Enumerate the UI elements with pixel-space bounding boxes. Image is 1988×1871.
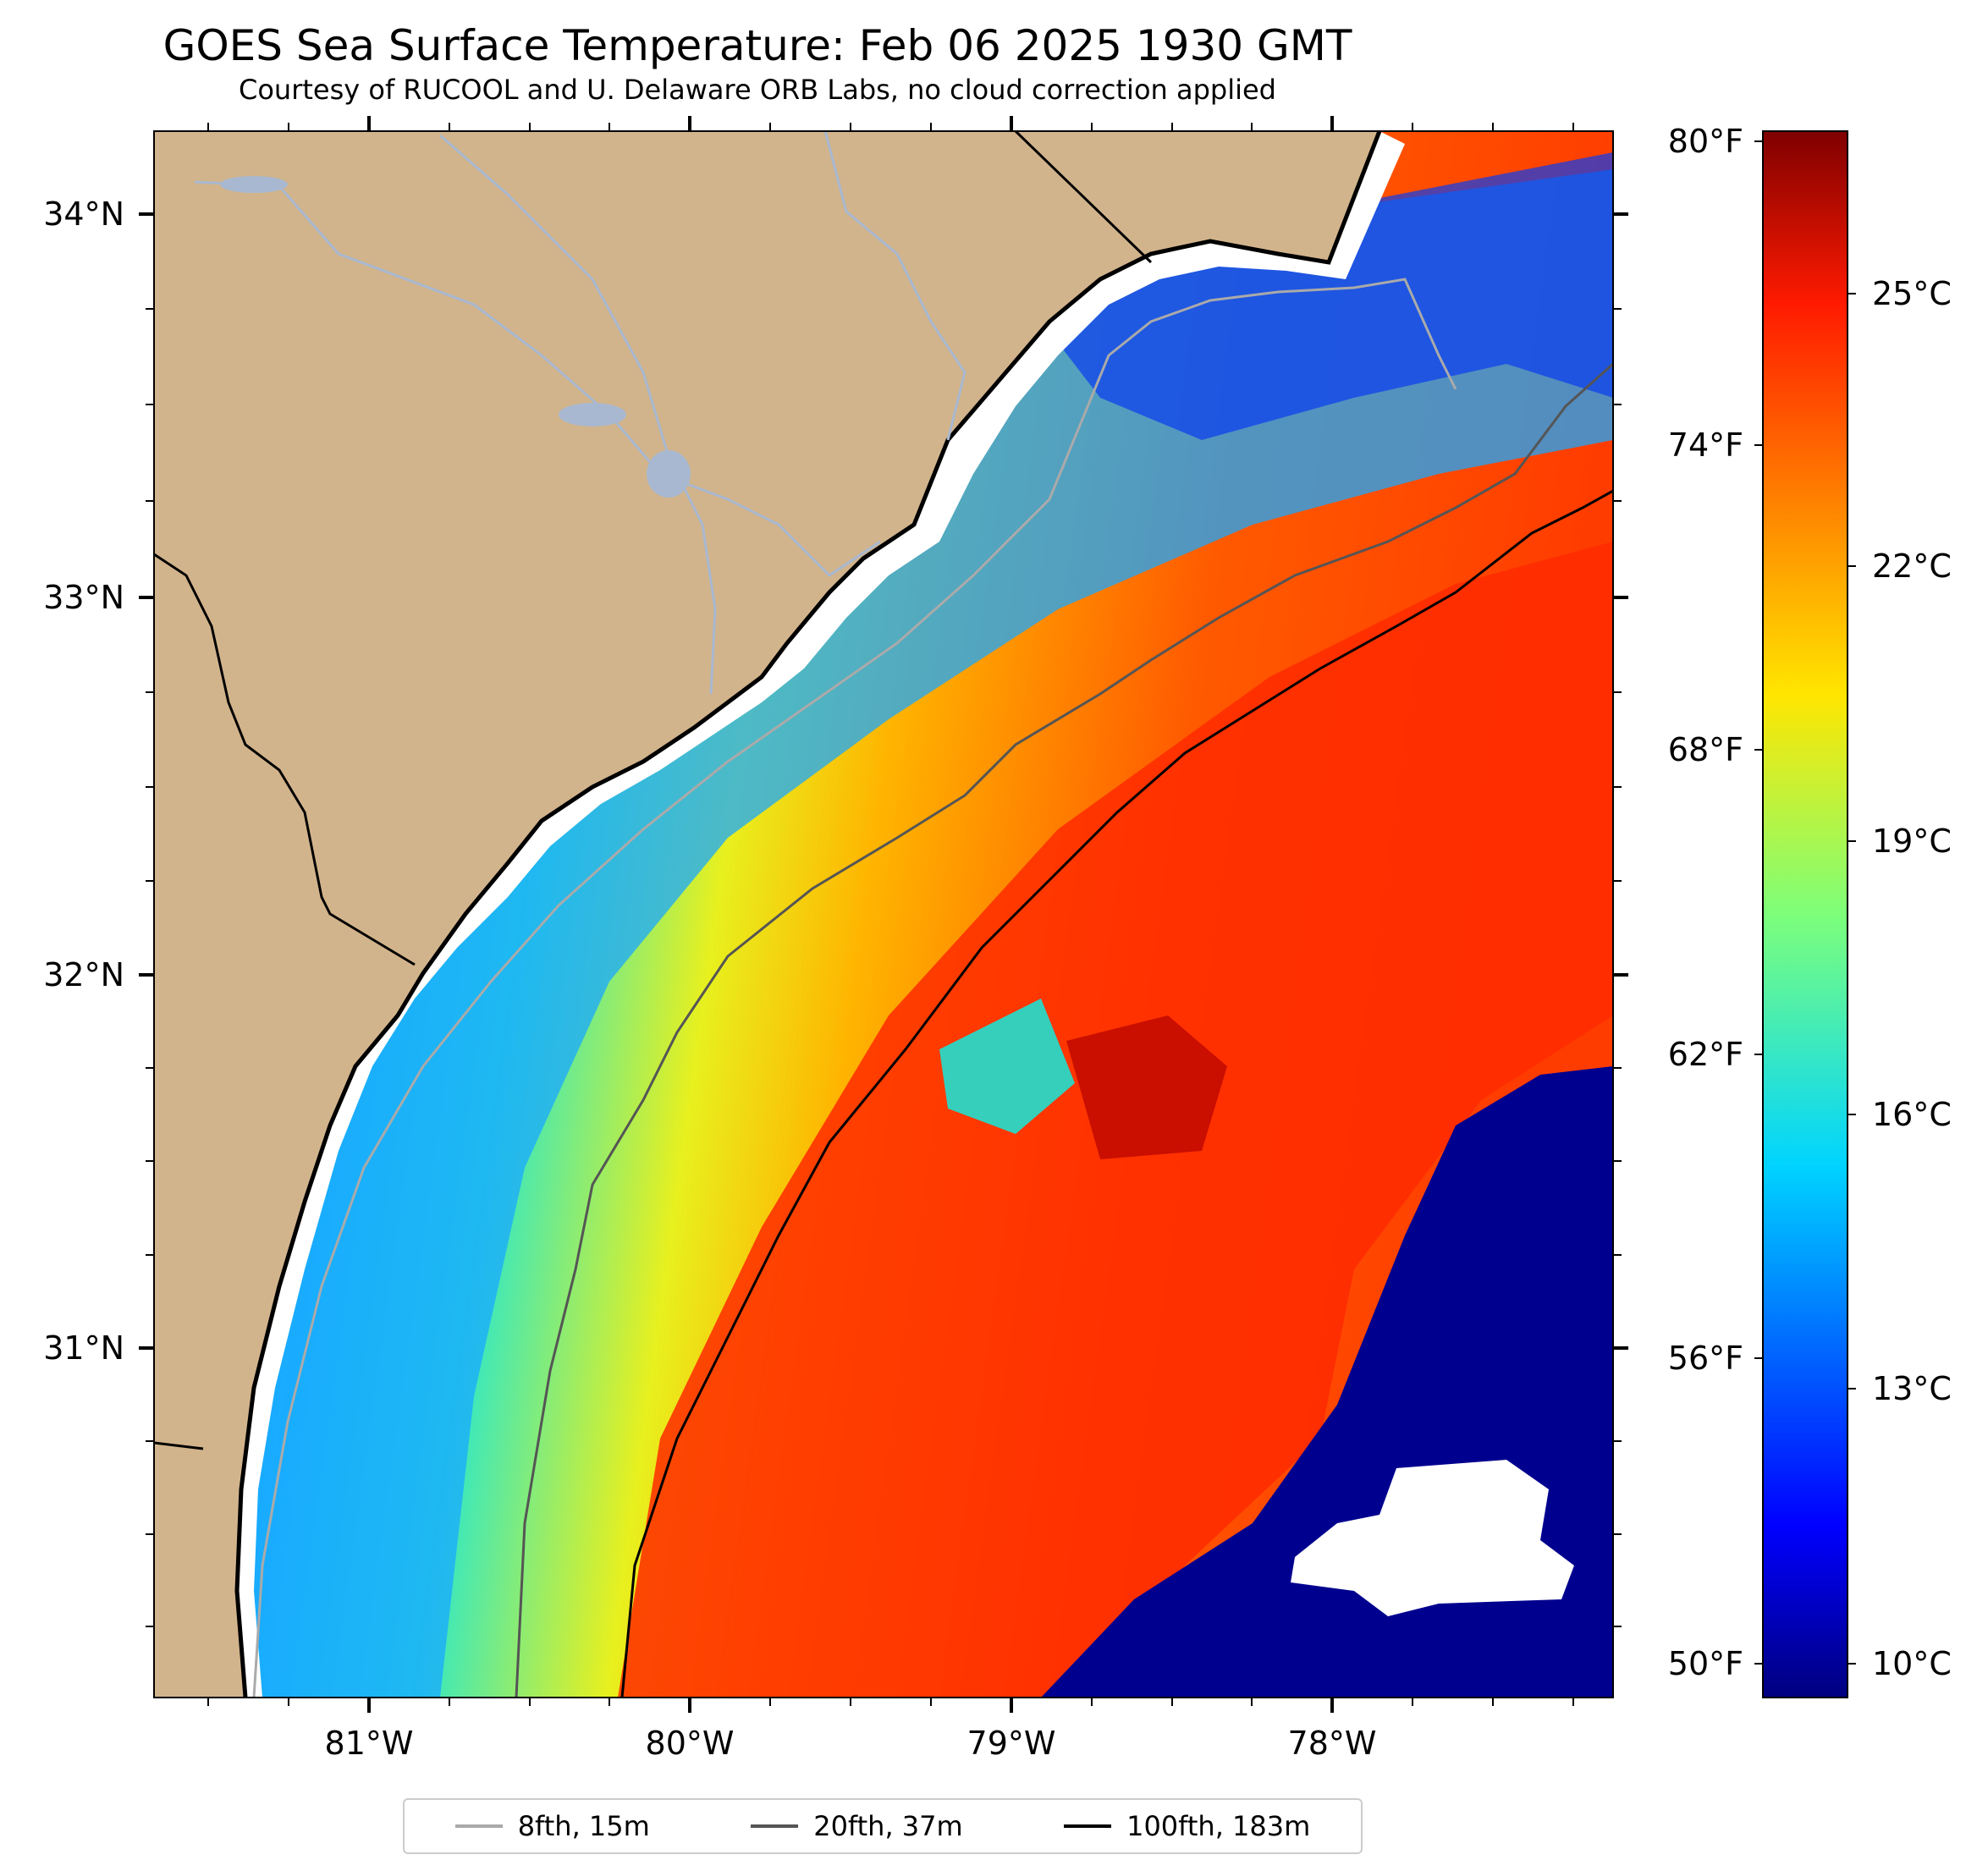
lat-tick-label: 32°N	[43, 956, 124, 993]
fahrenheit-tick-label: 56°F	[1668, 1340, 1743, 1377]
legend-label: 20fth, 37m	[813, 1810, 963, 1842]
state-border	[154, 1441, 204, 1450]
lat-tick-label: 33°N	[43, 579, 124, 616]
lon-major-ticks	[367, 116, 1334, 1713]
reservoir	[220, 176, 288, 193]
lat-tick-label: 31°N	[43, 1329, 124, 1367]
lon-tick-label: 81°W	[325, 1725, 414, 1762]
no-data-patch	[1291, 1460, 1574, 1616]
legend-line-swatch	[751, 1824, 799, 1828]
celsius-ticks	[1848, 293, 1856, 1665]
legend-line-swatch	[454, 1824, 503, 1828]
celsius-tick-label: 22°C	[1872, 548, 1952, 585]
lon-tick-label: 78°W	[1288, 1725, 1377, 1762]
celsius-tick-label: 13°C	[1872, 1370, 1952, 1407]
fahrenheit-tick-label: 62°F	[1668, 1036, 1743, 1073]
state-border	[154, 553, 416, 966]
legend-item-100fth: 100fth, 183m	[1064, 1810, 1310, 1842]
isobath-legend: 8fth, 15m 20fth, 37m 100fth, 183m	[403, 1798, 1363, 1854]
minor-ticks	[146, 123, 1622, 1706]
isobath-100fth-183m	[620, 489, 1613, 1698]
river	[439, 134, 717, 695]
lat-major-ticks	[139, 212, 1628, 1350]
colorbar	[1762, 130, 1848, 1698]
fahrenheit-tick-label: 74°F	[1668, 426, 1743, 464]
fahrenheit-tick-label: 68°F	[1668, 731, 1743, 768]
map-subtitle: Courtesy of RUCOOL and U. Delaware ORB L…	[239, 74, 1276, 106]
sst-map	[154, 131, 1613, 1698]
cool-eddy	[939, 999, 1075, 1134]
land	[154, 131, 1379, 1698]
celsius-tick-label: 16°C	[1872, 1096, 1952, 1133]
cold-shelf-water	[1016, 152, 1613, 440]
fahrenheit-ticks	[1754, 140, 1763, 1665]
reservoir	[559, 403, 626, 426]
map-frame	[153, 130, 1614, 1698]
legend-item-8fth: 8fth, 15m	[454, 1810, 650, 1842]
state-border	[1014, 131, 1153, 264]
warm-eddy-dark	[1066, 1015, 1227, 1159]
legend-label: 100fth, 183m	[1126, 1810, 1311, 1842]
coastal-no-data	[237, 131, 1405, 1698]
celsius-tick-label: 10°C	[1872, 1645, 1952, 1682]
isobath-20fth-37m	[515, 362, 1613, 1698]
lon-tick-label: 80°W	[646, 1725, 735, 1762]
legend-line-swatch	[1064, 1824, 1112, 1828]
fahrenheit-tick-label: 80°F	[1668, 123, 1743, 160]
river	[823, 131, 966, 441]
coastline	[234, 131, 1382, 1698]
lon-tick-label: 79°W	[967, 1725, 1056, 1762]
celsius-tick-label: 19°C	[1872, 823, 1952, 860]
fahrenheit-tick-label: 50°F	[1668, 1645, 1743, 1682]
celsius-tick-label: 25°C	[1872, 275, 1952, 312]
legend-label: 8fth, 15m	[517, 1810, 650, 1842]
map-title: GOES Sea Surface Temperature: Feb 06 202…	[162, 21, 1352, 70]
legend-item-20fth: 20fth, 37m	[751, 1810, 963, 1842]
isobath-8fth-15m	[252, 278, 1457, 1698]
lat-tick-label: 34°N	[43, 195, 124, 233]
reservoir	[647, 450, 691, 498]
